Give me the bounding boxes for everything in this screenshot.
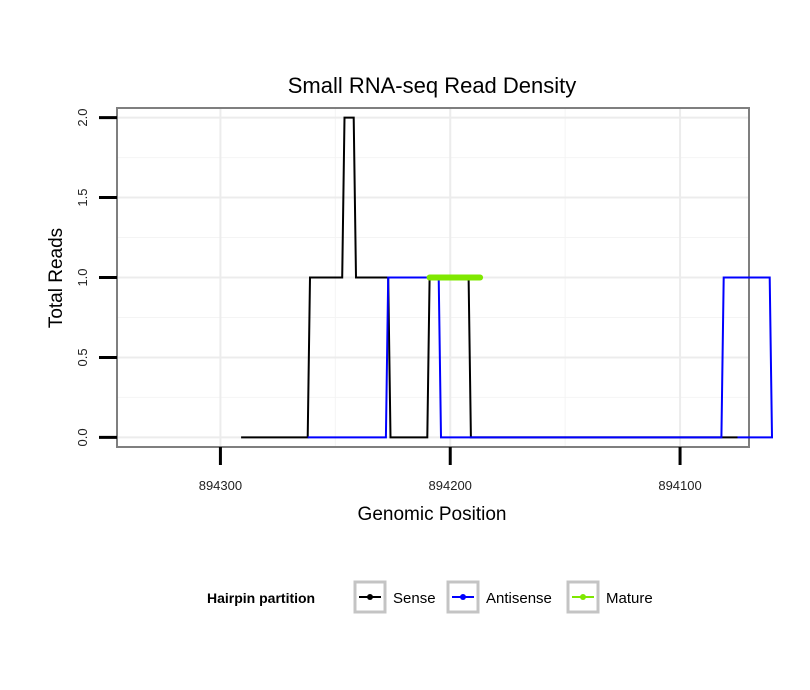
y-tick-label: 0.5 <box>75 348 90 366</box>
legend-item-sense: Sense <box>353 580 436 614</box>
y-axis: 0.0 0.5 1.0 1.5 2.0 <box>75 109 117 446</box>
y-tick-label: 1.5 <box>75 189 90 207</box>
legend-key-dot <box>460 594 466 600</box>
legend-label: Mature <box>606 590 653 607</box>
x-tick-label: 894100 <box>658 478 701 493</box>
legend-item-mature: Mature <box>566 580 653 614</box>
legend-key-dot <box>367 594 373 600</box>
legend-label: Sense <box>393 590 436 607</box>
x-axis: 894300 894200 894100 <box>199 447 702 493</box>
legend-item-antisense: Antisense <box>446 580 552 614</box>
y-axis-label: Total Reads <box>46 228 67 328</box>
x-tick-label: 894200 <box>429 478 472 493</box>
legend-key-dot <box>580 594 586 600</box>
legend-items: Sense Antisense Mature <box>353 580 653 614</box>
chart-title: Small RNA-seq Read Density <box>288 73 577 98</box>
legend-title: Hairpin partition <box>207 590 315 606</box>
series-layer <box>241 116 774 439</box>
y-tick-label: 1.0 <box>75 268 90 286</box>
y-tick-label: 2.0 <box>75 109 90 127</box>
legend-key-box <box>566 580 600 614</box>
x-tick-label: 894300 <box>199 478 242 493</box>
y-tick-label: 0.0 <box>75 428 90 446</box>
plot-panel <box>116 107 774 448</box>
legend: Hairpin partition Sense Antisense Mature <box>207 580 653 614</box>
legend-label: Antisense <box>486 590 552 607</box>
x-axis-label: Genomic Position <box>358 504 507 525</box>
series-line-antisense <box>307 276 774 439</box>
